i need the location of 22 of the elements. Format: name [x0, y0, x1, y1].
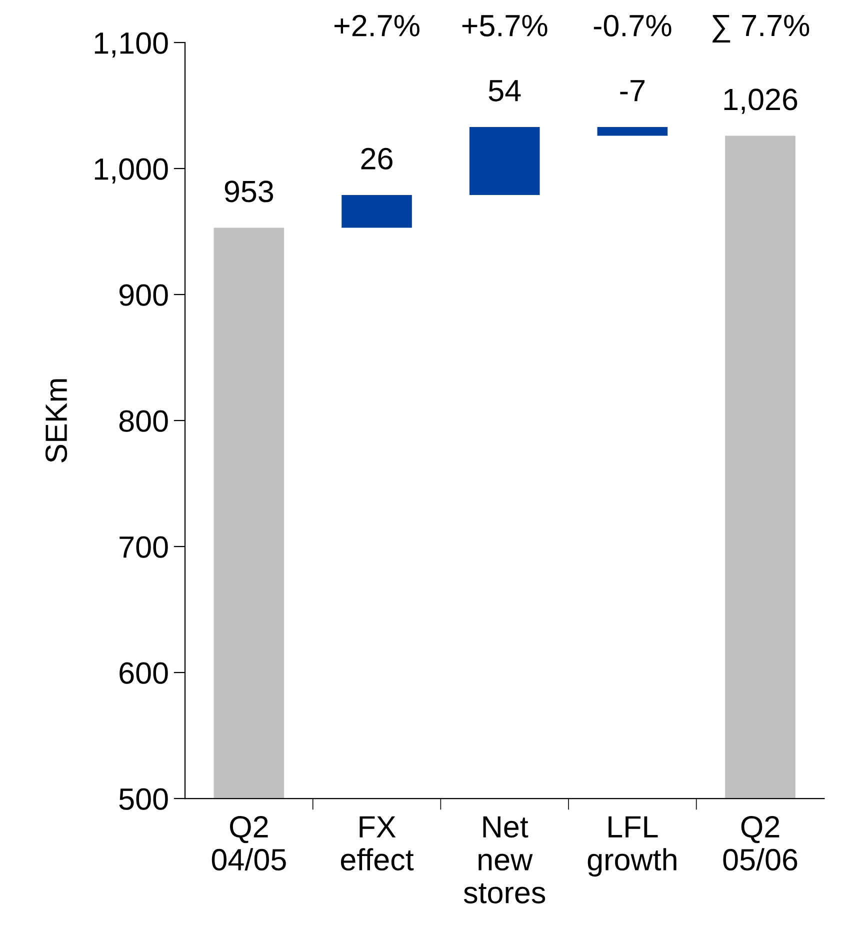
y-tick-label: 1,100 [94, 32, 168, 58]
data-label: -7 [620, 80, 644, 102]
y-tick-label: 700 [120, 536, 168, 558]
text: -0.7% [594, 14, 672, 36]
x-tick-label: LFL growth [588, 816, 676, 877]
y-tick-label: 900 [120, 284, 168, 306]
data-label: 54 [488, 80, 521, 102]
y-tick-label: 500 [119, 788, 168, 810]
text: ∑ 7.7% [712, 14, 810, 43]
text: +2.7% [334, 14, 420, 36]
x-tick-label: Q2 05/06 [723, 816, 798, 871]
y-tick-label: 800 [119, 410, 168, 432]
y-axis-title: SEKm [45, 379, 68, 462]
x-tick-label: Q2 04/05 [212, 816, 286, 871]
data-label: 1,026 [724, 88, 798, 114]
y-tick-label: 600 [120, 662, 168, 684]
text: +5.7% [462, 14, 548, 36]
x-tick-label: Net new stores [464, 816, 546, 904]
data-label: 26 [361, 148, 392, 170]
x-tick-label: FX effect [340, 816, 414, 871]
data-label: 953 [224, 180, 274, 202]
y-tick-label: 1,000 [94, 158, 168, 184]
